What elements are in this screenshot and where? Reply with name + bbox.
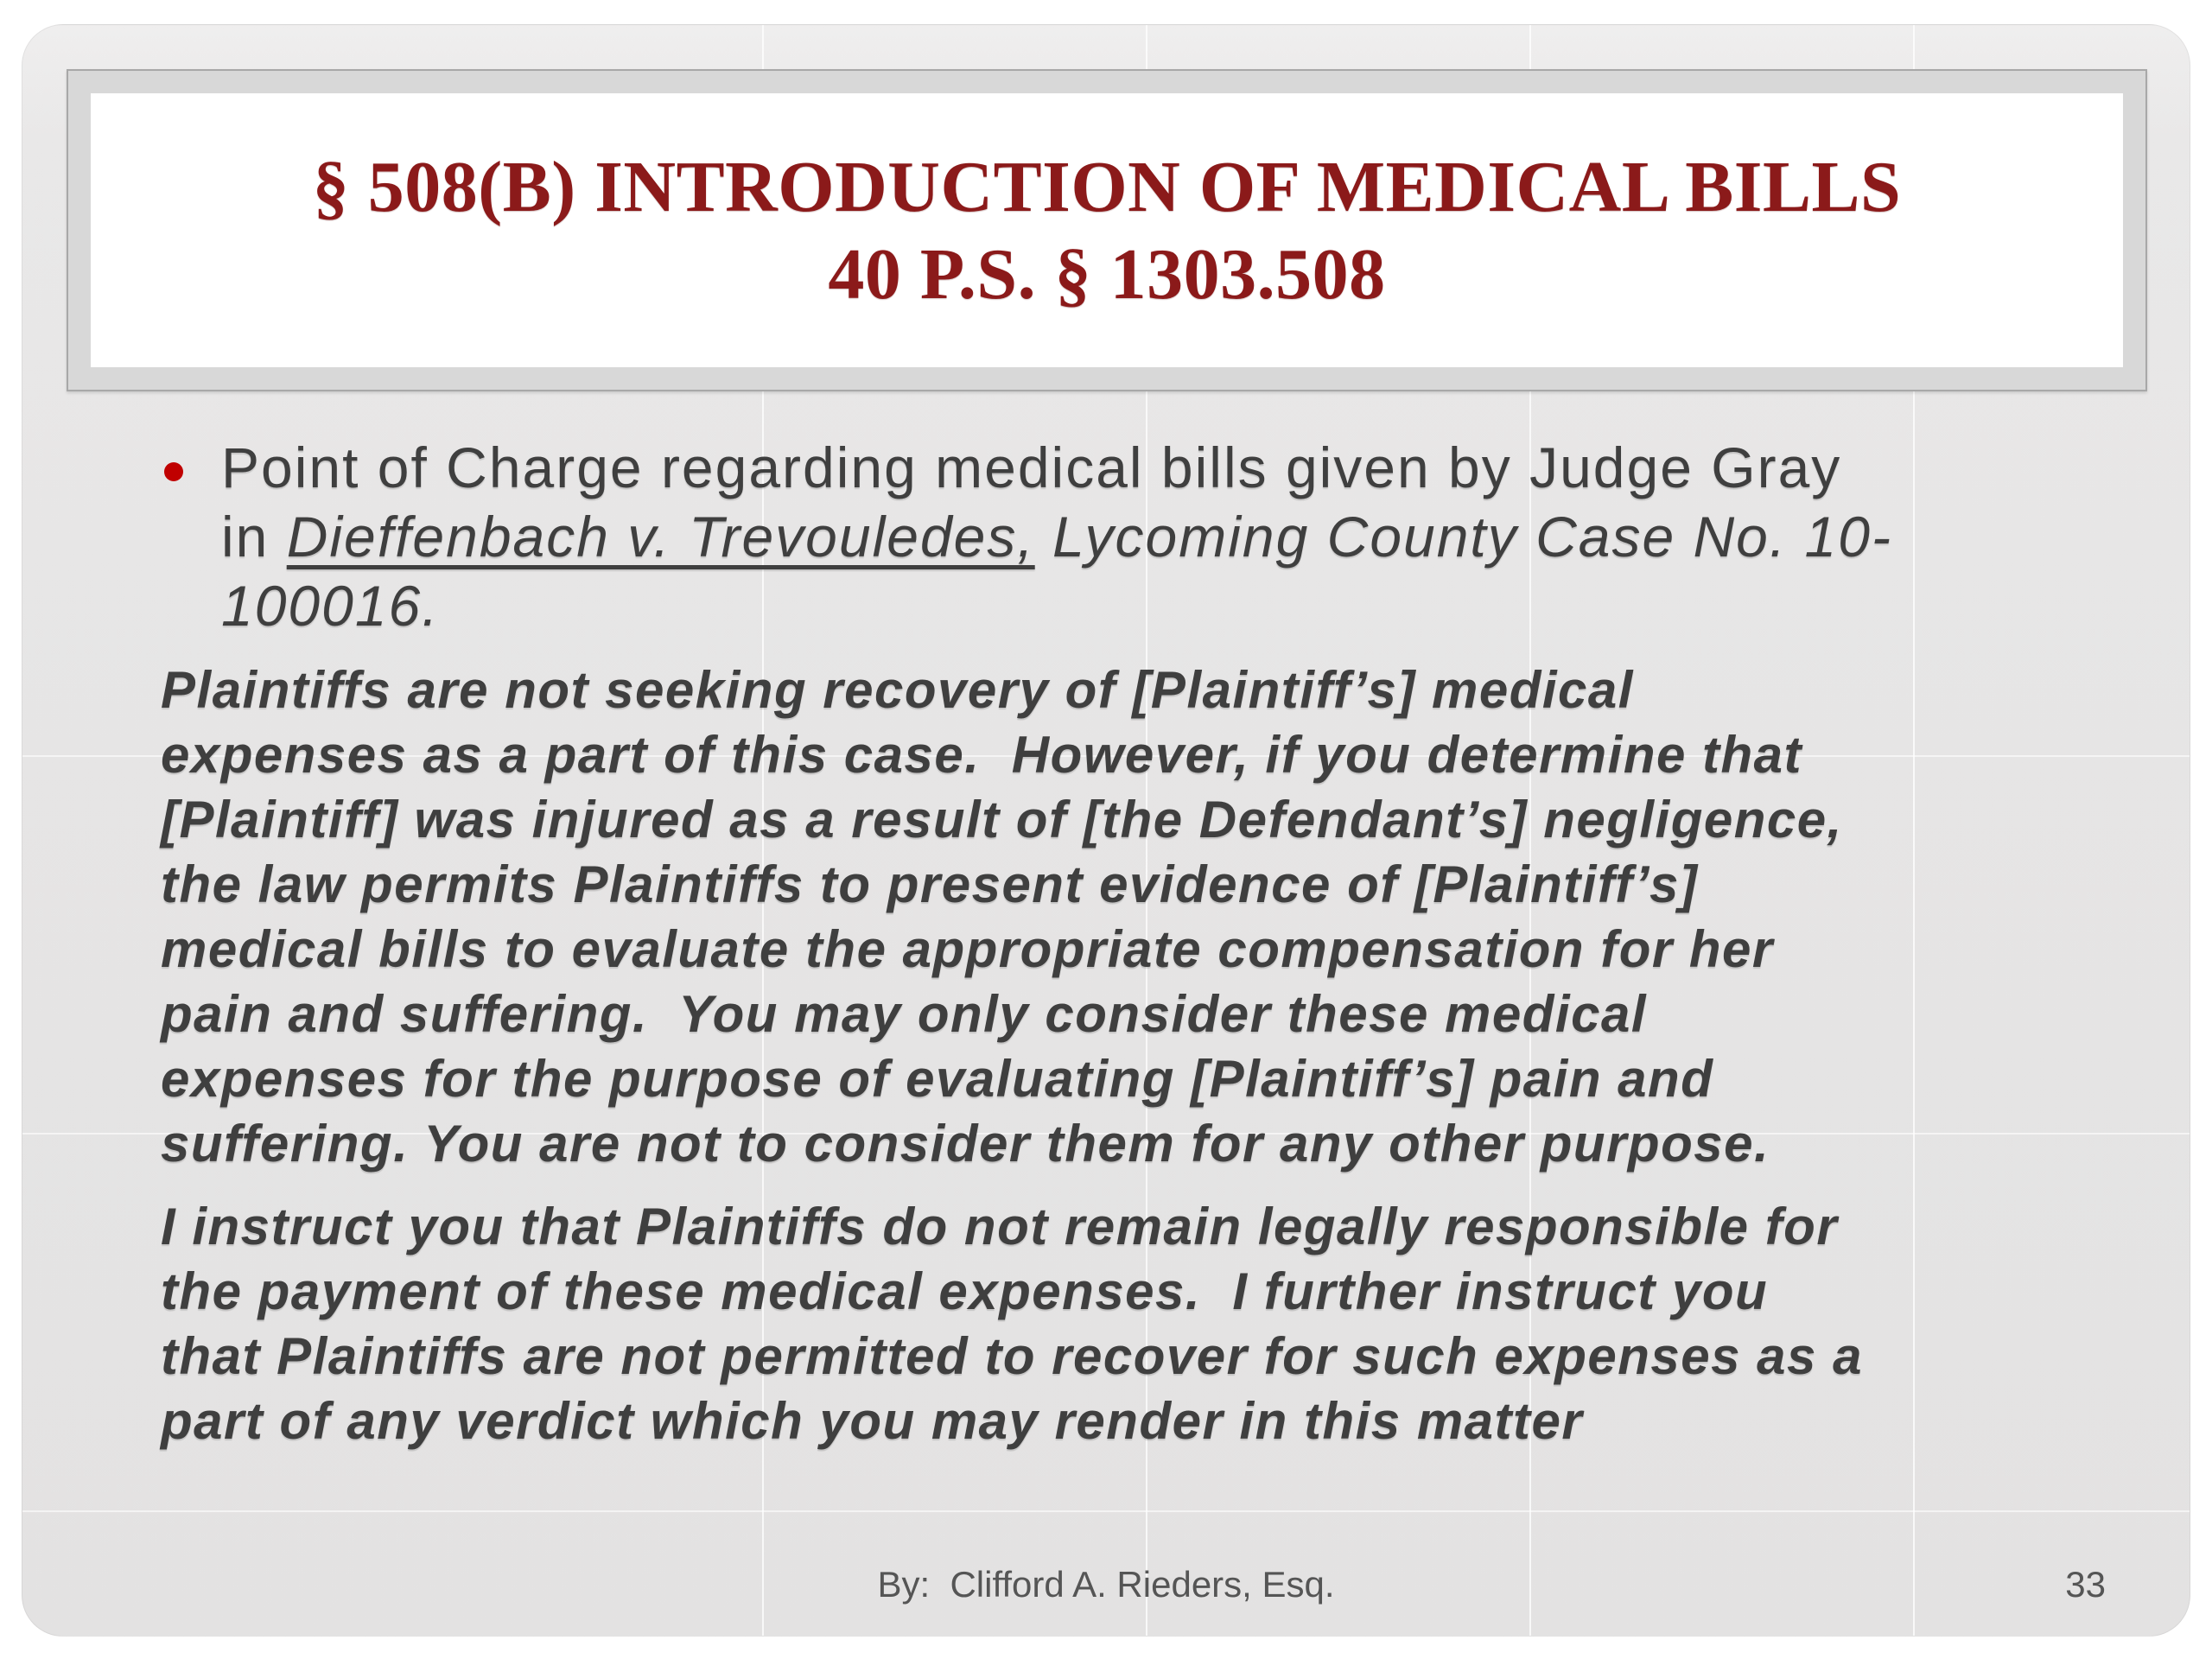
footer-byline: By: Clifford A. Rieders, Esq. bbox=[877, 1564, 1335, 1605]
bullet-item: Point of Charge regarding medical bills … bbox=[164, 433, 1892, 640]
background-seam-line bbox=[762, 25, 764, 1636]
background-seam-line bbox=[22, 755, 2190, 757]
case-citation-detail: Lycoming County Case No. 10- 100016. bbox=[221, 505, 1892, 638]
bullet-marker-icon bbox=[164, 462, 183, 481]
case-citation: Dieffenbach v. Trevouledes, bbox=[286, 505, 1035, 569]
bullet-text-lead: Point of Charge regarding medical bills … bbox=[221, 435, 1842, 569]
slide: § 508(B) INTRODUCTION OF MEDICAL BILLS 4… bbox=[22, 24, 2190, 1637]
background-seam-line bbox=[1529, 25, 1531, 1636]
background-seam-line bbox=[1913, 25, 1915, 1636]
background-seam-line bbox=[22, 1510, 2190, 1512]
slide-title: § 508(B) INTRODUCTION OF MEDICAL BILLS 4… bbox=[312, 146, 1902, 315]
background-seam-line bbox=[1146, 25, 1147, 1636]
quote-paragraph-1: Plaintiffs are not seeking recovery of [… bbox=[161, 661, 1843, 1173]
page-number: 33 bbox=[2065, 1564, 2106, 1605]
background-seam-line bbox=[22, 1133, 2190, 1135]
bullet-text: Point of Charge regarding medical bills … bbox=[221, 433, 1892, 640]
quote-paragraph-2: I instruct you that Plaintiffs do not re… bbox=[161, 1198, 1863, 1450]
title-box-frame: § 508(B) INTRODUCTION OF MEDICAL BILLS 4… bbox=[67, 69, 2147, 391]
title-box: § 508(B) INTRODUCTION OF MEDICAL BILLS 4… bbox=[91, 93, 2123, 367]
